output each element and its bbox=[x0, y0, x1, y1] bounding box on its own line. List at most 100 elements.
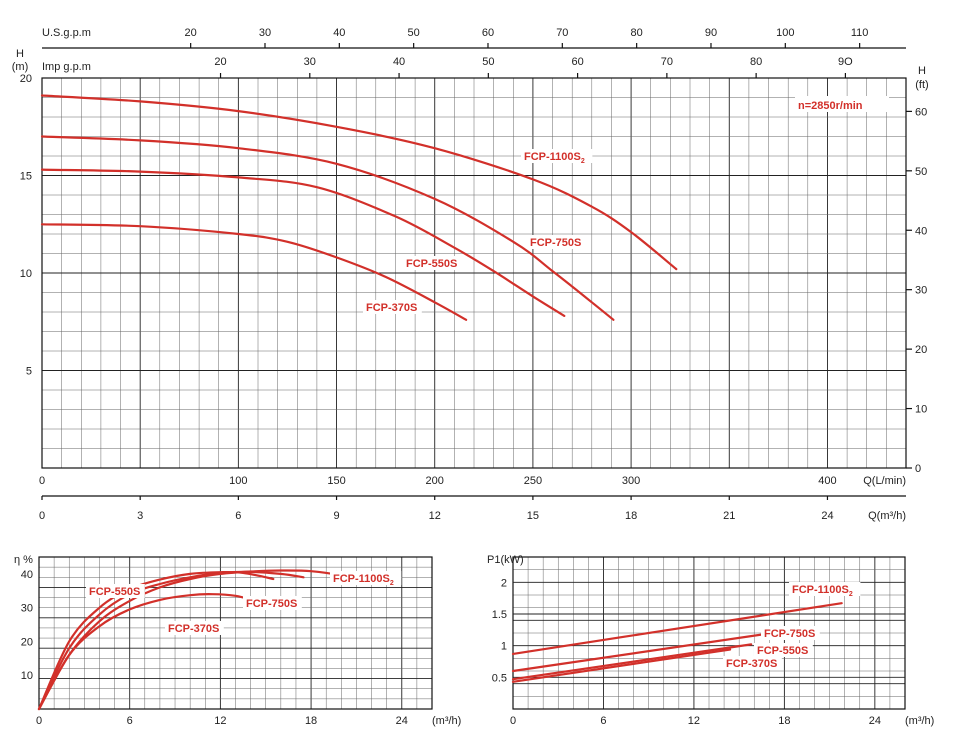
hft-axis-unit: (ft) bbox=[915, 79, 928, 91]
hq-label-fcp-1100s: FCP-1100S2 bbox=[524, 151, 585, 165]
m3h-tick-label: 0 bbox=[39, 510, 45, 522]
eff-y-tick-label: 10 bbox=[21, 670, 33, 682]
power-label-fcp-370s: FCP-370S bbox=[726, 658, 777, 670]
power-label-fcp-1100s-group: FCP-1100S2 bbox=[789, 582, 861, 598]
lmin-tick-label: 200 bbox=[426, 475, 444, 487]
hft-tick-label: 50 bbox=[915, 166, 927, 178]
eff-x-tick-label: 18 bbox=[305, 715, 317, 727]
speed-annotation-group: n=2850r/min bbox=[795, 96, 889, 112]
eff-y-tick-label: 40 bbox=[21, 569, 33, 581]
m3h-axis-title: Q(m³/h) bbox=[868, 510, 906, 522]
power-curve-fcp-750s bbox=[511, 633, 765, 673]
m3h-tick-label: 9 bbox=[333, 510, 339, 522]
lmin-tick-label: 300 bbox=[622, 475, 640, 487]
eff-label-fcp-370s: FCP-370S bbox=[168, 623, 219, 635]
impgpm-tick-label: 60 bbox=[571, 56, 583, 68]
power-frame bbox=[512, 556, 906, 710]
power-x-tick-label: 12 bbox=[688, 715, 700, 727]
h-tick-label: 5 bbox=[26, 366, 32, 378]
lmin-tick-label: 0 bbox=[39, 475, 45, 487]
m3h-tick-label: 24 bbox=[821, 510, 833, 522]
m3h-tick-label: 12 bbox=[429, 510, 441, 522]
eff-label-fcp-550s-bg bbox=[86, 584, 145, 598]
usgpm-tick-label: 100 bbox=[776, 27, 794, 39]
eff-curve-fcp-750s bbox=[37, 570, 305, 711]
main-frame bbox=[41, 77, 907, 469]
hq-curve-fcp-1100s bbox=[40, 94, 678, 271]
impgpm-tick-label: 50 bbox=[482, 56, 494, 68]
speed-annotation-bg bbox=[795, 96, 889, 112]
eff-x-tick-label: 0 bbox=[36, 715, 42, 727]
power-label-fcp-370s-group: FCP-370S bbox=[723, 656, 782, 670]
h-tick-label: 20 bbox=[20, 73, 32, 85]
power-axis-title: P1(kW) bbox=[487, 554, 524, 566]
m3h-tick-label: 15 bbox=[527, 510, 539, 522]
m3h-tick-label: 3 bbox=[137, 510, 143, 522]
power-label-fcp-1100s-subscript: 2 bbox=[849, 591, 853, 598]
power-label-fcp-750s-bg bbox=[761, 626, 820, 640]
hq-label-fcp-750s: FCP-750S bbox=[530, 237, 581, 249]
power-curve-fcp-1100s bbox=[511, 602, 843, 655]
power-label-fcp-750s: FCP-750S bbox=[764, 628, 815, 640]
eff-x-tick-label: 12 bbox=[214, 715, 226, 727]
usgpm-tick-label: 30 bbox=[259, 27, 271, 39]
hq-label-fcp-550s-bg bbox=[403, 256, 462, 270]
power-label-fcp-1100s-bg bbox=[789, 582, 861, 596]
hft-tick-label: 60 bbox=[915, 106, 927, 118]
eff-label-fcp-1100s: FCP-1100S2 bbox=[333, 573, 394, 587]
usgpm-axis-title: U.S.g.p.m bbox=[42, 27, 91, 39]
hq-label-fcp-1100s-bg bbox=[521, 149, 593, 163]
impgpm-tick-label: 30 bbox=[304, 56, 316, 68]
eff-x-tick-label: 6 bbox=[127, 715, 133, 727]
eff-axis-title: η % bbox=[14, 554, 33, 566]
m3h-tick-label: 6 bbox=[235, 510, 241, 522]
hft-tick-label: 0 bbox=[915, 463, 921, 475]
eff-label-fcp-1100s-bg bbox=[330, 571, 402, 585]
impgpm-tick-label: 70 bbox=[661, 56, 673, 68]
usgpm-tick-label: 20 bbox=[185, 27, 197, 39]
power-label-fcp-550s: FCP-550S bbox=[757, 645, 808, 657]
usgpm-tick-label: 90 bbox=[705, 27, 717, 39]
power-label-fcp-550s-group: FCP-550S bbox=[754, 643, 813, 657]
power-y-tick-label: 0.5 bbox=[492, 672, 507, 684]
eff-label-fcp-1100s-group: FCP-1100S2 bbox=[330, 571, 402, 587]
lmin-tick-label: 100 bbox=[229, 475, 247, 487]
power-label-fcp-750s-group: FCP-750S bbox=[761, 626, 820, 640]
usgpm-tick-label: 50 bbox=[408, 27, 420, 39]
impgpm-tick-label: 20 bbox=[214, 56, 226, 68]
power-x-tick-label: 18 bbox=[778, 715, 790, 727]
impgpm-tick-label: 9O bbox=[838, 56, 853, 68]
h-axis-title: H bbox=[16, 48, 24, 60]
power-y-tick-label: 1 bbox=[501, 641, 507, 653]
hq-label-fcp-370s-bg bbox=[363, 300, 422, 314]
hft-tick-label: 10 bbox=[915, 404, 927, 416]
power-label-fcp-1100s: FCP-1100S2 bbox=[792, 584, 853, 598]
eff-curve-fcp-370s bbox=[37, 593, 258, 711]
eff-label-fcp-750s-group: FCP-750S bbox=[243, 596, 302, 610]
eff-y-tick-label: 30 bbox=[21, 603, 33, 615]
hq-label-fcp-370s: FCP-370S bbox=[366, 302, 417, 314]
hq-label-fcp-750s-group: FCP-750S bbox=[527, 235, 586, 249]
power-curve-fcp-550s bbox=[511, 643, 753, 681]
usgpm-tick-label: 70 bbox=[556, 27, 568, 39]
hq-label-fcp-1100s-subscript: 2 bbox=[581, 158, 585, 165]
lmin-tick-label: 150 bbox=[327, 475, 345, 487]
lmin-axis-title: Q(L/min) bbox=[863, 475, 906, 487]
hq-label-fcp-370s-group: FCP-370S bbox=[363, 300, 422, 314]
hft-tick-label: 40 bbox=[915, 225, 927, 237]
eff-label-fcp-550s-group: FCP-550S bbox=[86, 584, 145, 598]
power-curve-fcp-370s bbox=[511, 648, 732, 683]
eff-label-fcp-370s-group: FCP-370S bbox=[165, 621, 224, 635]
power-label-fcp-370s-bg bbox=[723, 656, 782, 670]
hq-label-fcp-1100s-group: FCP-1100S2 bbox=[521, 149, 593, 165]
eff-label-fcp-750s-bg bbox=[243, 596, 302, 610]
h-tick-label: 15 bbox=[20, 171, 32, 183]
hft-tick-label: 30 bbox=[915, 285, 927, 297]
power-y-tick-label: 1.5 bbox=[492, 609, 507, 621]
usgpm-tick-label: 80 bbox=[631, 27, 643, 39]
lmin-tick-label: 400 bbox=[818, 475, 836, 487]
eff-x-axis-title: (m³/h) bbox=[432, 715, 461, 727]
power-x-tick-label: 6 bbox=[600, 715, 606, 727]
hq-label-fcp-750s-bg bbox=[527, 235, 586, 249]
